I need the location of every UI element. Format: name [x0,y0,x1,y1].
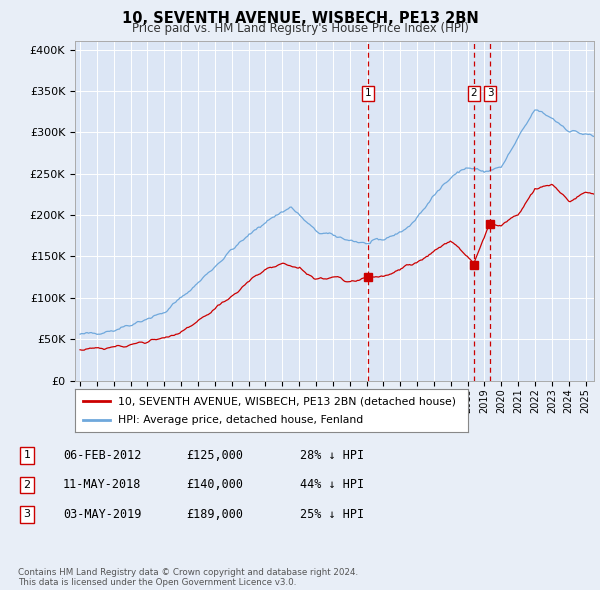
Text: HPI: Average price, detached house, Fenland: HPI: Average price, detached house, Fenl… [118,415,364,425]
Text: 28% ↓ HPI: 28% ↓ HPI [300,449,364,462]
Text: 2: 2 [23,480,31,490]
Text: 03-MAY-2019: 03-MAY-2019 [63,508,142,521]
Text: Contains HM Land Registry data © Crown copyright and database right 2024.
This d: Contains HM Land Registry data © Crown c… [18,568,358,587]
Text: 10, SEVENTH AVENUE, WISBECH, PE13 2BN: 10, SEVENTH AVENUE, WISBECH, PE13 2BN [122,11,478,25]
Text: 11-MAY-2018: 11-MAY-2018 [63,478,142,491]
Text: 44% ↓ HPI: 44% ↓ HPI [300,478,364,491]
Text: 3: 3 [487,88,493,99]
Text: Price paid vs. HM Land Registry's House Price Index (HPI): Price paid vs. HM Land Registry's House … [131,22,469,35]
Text: 1: 1 [365,88,371,99]
Text: 3: 3 [23,510,31,519]
Text: £125,000: £125,000 [186,449,243,462]
Text: 2: 2 [470,88,477,99]
Text: £140,000: £140,000 [186,478,243,491]
Text: 06-FEB-2012: 06-FEB-2012 [63,449,142,462]
Text: £189,000: £189,000 [186,508,243,521]
Text: 10, SEVENTH AVENUE, WISBECH, PE13 2BN (detached house): 10, SEVENTH AVENUE, WISBECH, PE13 2BN (d… [118,396,456,407]
Text: 25% ↓ HPI: 25% ↓ HPI [300,508,364,521]
Text: 1: 1 [23,451,31,460]
